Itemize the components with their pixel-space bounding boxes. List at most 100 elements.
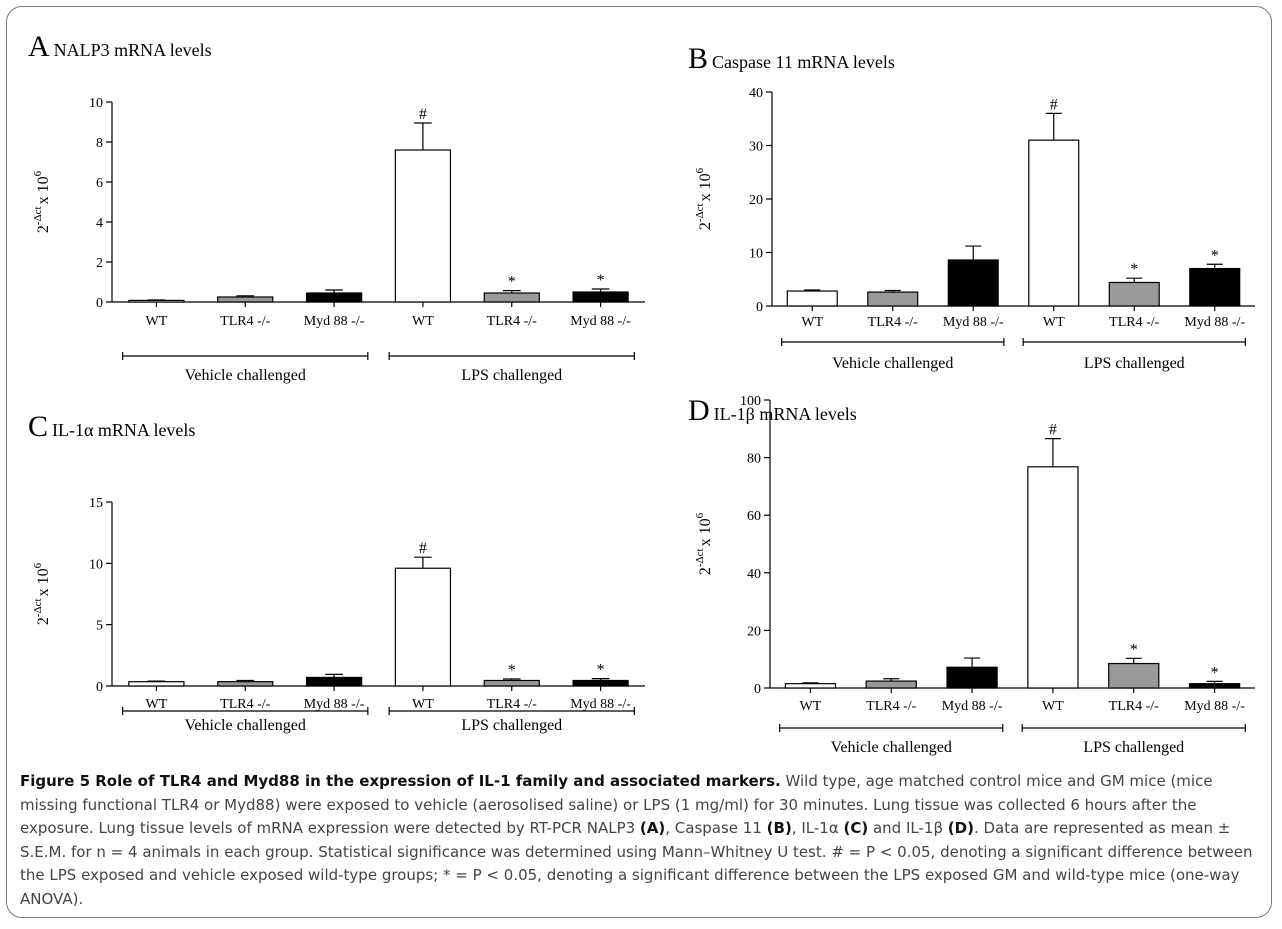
bar	[394, 149, 452, 303]
x-tick-label: TLR4 -/-	[866, 699, 916, 714]
caption-text-5: . Data are represented as mean ± S.E.M. …	[20, 819, 1253, 908]
y-tick-label: 8	[96, 136, 103, 151]
caption-title: Figure 5 Role of TLR4 and Myd88 in the e…	[20, 772, 781, 790]
bar	[483, 292, 540, 303]
bar	[946, 666, 998, 689]
x-tick-label: TLR4 -/-	[487, 314, 537, 329]
y-axis-label: 2-Δct x 106	[32, 562, 52, 625]
x-tick-label: WT	[1043, 315, 1065, 330]
y-axis-label: 2-Δct x 106	[694, 167, 714, 230]
bar	[572, 679, 629, 687]
panel-letter: D	[688, 394, 710, 427]
bar	[305, 292, 363, 303]
y-tick-label: 5	[96, 619, 103, 634]
ylabel-base: 2	[697, 567, 714, 575]
y-axis-label: 2-Δct x 106	[32, 170, 52, 233]
y-tick-label: 0	[754, 682, 761, 697]
chart-svg: C IL-1α mRNA levels 2-Δct x 106 0 5 10 15 WT TLR4…	[28, 410, 645, 734]
x-tick-label: WT	[146, 314, 168, 329]
y-tick-label: 6	[96, 176, 103, 191]
bar	[217, 681, 274, 687]
bar	[867, 291, 919, 307]
ylabel-mult-exp: 6	[694, 512, 706, 518]
significance-marker: *	[1211, 664, 1219, 681]
group-label: Vehicle challenged	[832, 355, 953, 372]
x-tick-label: TLR4 -/-	[487, 697, 537, 712]
ylabel-mult: x 10	[35, 568, 52, 596]
y-tick-label: 0	[96, 680, 103, 695]
caption-ref-a: (A)	[639, 819, 666, 837]
y-tick-label: 20	[749, 193, 763, 208]
significance-marker: *	[1211, 247, 1219, 264]
ylabel-base: 2	[35, 225, 52, 233]
x-tick-label: Myd 88 -/-	[304, 314, 365, 329]
x-tick-label: Myd 88 -/-	[1184, 315, 1245, 330]
bar	[784, 683, 837, 689]
significance-marker: #	[419, 540, 427, 557]
x-tick-label: WT	[412, 314, 434, 329]
bar	[128, 681, 185, 687]
bar	[128, 299, 185, 303]
bar	[483, 679, 540, 687]
y-tick-label: 60	[747, 509, 761, 524]
significance-marker: *	[597, 662, 605, 679]
caption-ref-d: (D)	[947, 819, 974, 837]
ylabel-mult: x 10	[35, 176, 52, 204]
x-tick-label: TLR4 -/-	[220, 697, 270, 712]
significance-marker: *	[508, 662, 516, 679]
panel-title-text: IL-1α mRNA levels	[52, 420, 195, 440]
significance-marker: #	[1049, 422, 1057, 439]
chart-panel-d: D IL-1β mRNA levels 2-Δctx 106 0 20 40 60 80 100…	[680, 394, 1280, 770]
x-tick-label: Myd 88 -/-	[942, 699, 1003, 714]
caption-ref-b: (B)	[766, 819, 792, 837]
ylabel-mult-exp: 6	[694, 167, 706, 173]
bar	[1027, 466, 1079, 689]
bar	[217, 296, 274, 303]
y-tick-label: 30	[749, 140, 763, 155]
bar	[1028, 139, 1080, 307]
y-tick-label: 80	[747, 452, 761, 467]
ylabel-exp: -Δct	[32, 206, 44, 225]
significance-marker: *	[1130, 641, 1138, 658]
x-tick-label: TLR4 -/-	[1109, 315, 1159, 330]
ylabel-exp: -Δct	[694, 548, 706, 567]
y-tick-label: 40	[749, 86, 763, 101]
x-tick-label: Myd 88 -/-	[943, 315, 1004, 330]
significance-marker: *	[1130, 261, 1138, 278]
caption-text-3: , IL-1α	[791, 819, 844, 837]
x-tick-label: Myd 88 -/-	[570, 314, 631, 329]
bar	[305, 676, 363, 687]
y-tick-label: 10	[89, 96, 103, 111]
significance-marker: #	[419, 106, 427, 123]
y-tick-label: 40	[747, 567, 761, 582]
x-tick-label: TLR4 -/-	[868, 315, 918, 330]
chart-panel-a: A NALP3 mRNA levels 2-Δctx 106 0 2 4 6 8 10 WT TLR…	[20, 20, 650, 410]
group-label: LPS challenged	[461, 717, 562, 734]
x-tick-label: WT	[800, 699, 822, 714]
y-tick-label: 0	[96, 296, 103, 311]
y-axis-label: 2-Δct x 106	[694, 512, 714, 575]
bar	[1108, 662, 1160, 689]
bar	[865, 680, 917, 689]
y-tick-label: 10	[89, 557, 103, 572]
group-label: Vehicle challenged	[831, 739, 952, 756]
bar	[1108, 281, 1160, 307]
y-tick-label: 2	[96, 256, 103, 271]
chart-panel-c: C IL-1α mRNA levels 2-Δct x 106 0 5 10 15 WT TLR4…	[20, 400, 650, 770]
panel-letter: B	[688, 42, 708, 75]
significance-marker: #	[1050, 96, 1058, 113]
bar	[786, 290, 838, 307]
ylabel-exp: -Δct	[694, 203, 706, 222]
y-tick-label: 4	[96, 216, 103, 231]
x-tick-label: TLR4 -/-	[1109, 699, 1159, 714]
x-tick-label: WT	[146, 697, 168, 712]
caption-text-1: Wild type, age matched control mice and …	[20, 772, 1213, 837]
ylabel-mult: x 10	[697, 518, 714, 546]
caption-text-2: , Caspase 11	[665, 819, 767, 837]
y-tick-label: 20	[747, 624, 761, 639]
ylabel-mult-exp: 6	[32, 562, 44, 568]
significance-marker: *	[508, 274, 516, 291]
group-label: LPS challenged	[1084, 355, 1185, 372]
group-label: Vehicle challenged	[185, 367, 306, 384]
y-tick-label: 10	[749, 247, 763, 262]
